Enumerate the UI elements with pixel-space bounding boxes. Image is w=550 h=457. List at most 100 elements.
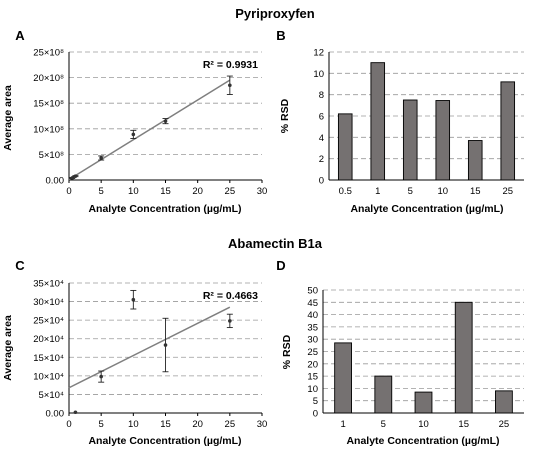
trendline	[68, 306, 231, 389]
x-tick-label: 10	[128, 186, 139, 197]
data-point	[99, 156, 103, 160]
bar	[334, 342, 352, 414]
chart-panel-a: A 0.00 5×10⁸ 10×10⁸ 15×10⁸ 20×10⁸ 25×10⁸ Analyt…	[2, 28, 267, 215]
data-point	[73, 410, 78, 415]
x-tick-label: 0.5	[339, 186, 352, 197]
y-tick-label: 30	[307, 335, 318, 346]
data-point	[99, 374, 103, 379]
y-axis-title: % RSD	[281, 334, 293, 369]
y-tick-label: 25×10⁴	[33, 316, 64, 327]
y-tick-label: 20×10⁴	[33, 334, 64, 345]
y-tick-label: 40	[307, 310, 318, 321]
x-axis-title: Analyte Concentration (µg/mL)	[346, 435, 499, 447]
data-point	[131, 132, 136, 137]
x-tick-label: 5	[381, 419, 386, 430]
y-axis-title: Average area	[2, 315, 14, 381]
x-tick-label: 30	[257, 186, 268, 197]
y-tick-label: 0	[319, 176, 324, 187]
y-tick-label: 15×10⁴	[33, 353, 64, 364]
y-tick-label: 4	[319, 133, 324, 144]
y-tick-label: 25×10⁸	[33, 48, 64, 59]
bar	[374, 375, 393, 414]
bar	[495, 390, 513, 414]
y-tick-label: 10×10⁸	[33, 124, 64, 135]
y-tick-label: 10×10⁴	[33, 371, 64, 382]
trendline	[68, 79, 231, 181]
y-tick-label: 12	[313, 48, 324, 59]
y-tick-label: 5×10⁴	[39, 390, 64, 401]
panel-label-d: D	[276, 258, 285, 273]
x-tick-label: 15	[458, 419, 469, 430]
y-tick-label: 45	[307, 298, 318, 309]
x-tick-label: 20	[192, 419, 203, 430]
y-axis-title: Average area	[2, 85, 14, 151]
x-tick-label: 25	[225, 419, 236, 430]
y-tick-label: 25	[307, 347, 318, 358]
y-tick-label: 5×10⁸	[39, 150, 64, 161]
y-tick-label: 35×10⁴	[33, 279, 64, 290]
x-axis-title: Analyte Concentration (µg/mL)	[88, 435, 241, 447]
y-tick-label: 15	[307, 372, 318, 383]
data-point	[131, 297, 136, 302]
y-tick-label: 30×10⁴	[33, 297, 64, 308]
x-tick-label: 0	[66, 419, 71, 430]
x-tick-label: 20	[192, 186, 203, 197]
data-point	[73, 174, 78, 178]
chart-panel-c: C 0.00 5×10⁴ 10×10⁴ 15×10⁴ 20×10⁴ 25×10⁴ 30×10⁴…	[2, 258, 267, 447]
y-tick-label: 20	[307, 359, 318, 370]
data-point	[163, 119, 168, 123]
r-squared-annotation: R² = 0.9931	[203, 59, 258, 71]
y-tick-label: 35	[307, 322, 318, 333]
y-tick-label: 0.00	[46, 176, 65, 187]
x-tick-label: 1	[340, 419, 345, 430]
y-tick-label: 20×10⁸	[33, 73, 64, 84]
y-axis-title: % RSD	[279, 98, 291, 133]
y-tick-label: 8	[319, 90, 324, 101]
x-tick-label: 10	[128, 419, 139, 430]
y-tick-label: 10	[313, 69, 324, 80]
section-title-pyriproxyfen: Pyriproxyfen	[235, 6, 315, 21]
bar	[370, 62, 386, 181]
y-tick-label: 0	[313, 409, 318, 420]
x-axis-title: Analyte Concentration (µg/mL)	[350, 203, 503, 215]
y-tick-label: 10	[307, 384, 318, 395]
y-tick-label: 0.00	[46, 409, 65, 420]
data-point	[228, 83, 232, 88]
chart-panel-b: B 0 2 4 6 8 10 12 Analyte Concentration (µg/mL)%…	[276, 28, 524, 215]
x-tick-label: 10	[418, 419, 429, 430]
bar	[454, 301, 473, 414]
bar	[467, 140, 483, 181]
x-tick-label: 5	[99, 419, 104, 430]
x-tick-label: 25	[502, 186, 513, 197]
bar	[402, 99, 418, 181]
x-tick-label: 1	[375, 186, 380, 197]
r-squared-annotation: R² = 0.4663	[203, 290, 258, 302]
x-axis-title: Analyte Concentration (µg/mL)	[88, 203, 241, 215]
bar	[435, 100, 451, 181]
bar	[500, 81, 516, 181]
x-tick-label: 0	[66, 186, 71, 197]
panel-label-a: A	[15, 28, 25, 43]
y-tick-label: 6	[319, 112, 324, 123]
data-point	[163, 343, 168, 347]
panel-label-c: C	[15, 258, 25, 273]
x-tick-label: 15	[160, 419, 171, 430]
x-tick-label: 15	[470, 186, 481, 197]
x-tick-label: 25	[225, 186, 236, 197]
bar	[337, 113, 353, 181]
x-tick-label: 30	[257, 419, 268, 430]
x-tick-label: 10	[437, 186, 448, 197]
x-tick-label: 15	[160, 186, 171, 197]
bar	[414, 391, 433, 414]
y-tick-label: 2	[319, 154, 324, 165]
y-tick-label: 5	[313, 396, 318, 407]
panel-label-b: B	[276, 28, 285, 43]
y-tick-label: 50	[307, 286, 318, 297]
x-tick-label: 5	[408, 186, 413, 197]
data-point	[228, 319, 232, 323]
x-tick-label: 5	[99, 186, 104, 197]
x-tick-label: 25	[499, 419, 510, 430]
